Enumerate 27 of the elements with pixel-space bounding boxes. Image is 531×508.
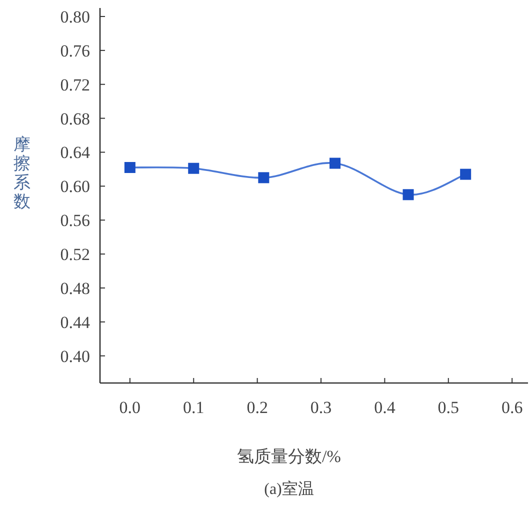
y-tick-label: 0.60 — [60, 177, 90, 196]
y-tick-label: 0.56 — [60, 211, 90, 230]
y-tick-label: 0.40 — [60, 346, 90, 366]
y-tick-label: 0.72 — [60, 75, 90, 94]
point — [124, 162, 136, 173]
x-tick-label: 0.3 — [310, 398, 332, 417]
x-tick-label: 0.0 — [119, 398, 141, 417]
x-tick-label: 0.1 — [183, 398, 204, 417]
y-tick-label: 0.68 — [60, 109, 90, 128]
point — [258, 172, 270, 184]
x-tick-label: 0.6 — [501, 398, 523, 417]
point — [460, 168, 472, 180]
y-tick-label: 0.52 — [60, 245, 90, 264]
point — [188, 162, 200, 174]
point — [402, 189, 414, 200]
text: (a)室温 — [264, 480, 314, 498]
y-tick-label: 0.64 — [60, 143, 90, 162]
y-axis-title: 摩擦系数 — [14, 135, 30, 211]
point — [330, 158, 341, 169]
x-tick-label: 0.4 — [374, 398, 396, 417]
x-axis-title: 氢质量分数/% — [237, 447, 341, 466]
y-tick-label: 0.48 — [60, 278, 90, 298]
y-tick-label: 0.80 — [60, 7, 90, 26]
x-tick-label: 0.5 — [438, 398, 460, 417]
y-tick-label: 0.44 — [60, 312, 90, 332]
y-tick-label: 0.76 — [60, 41, 90, 60]
x-tick-label: 0.2 — [246, 398, 268, 417]
